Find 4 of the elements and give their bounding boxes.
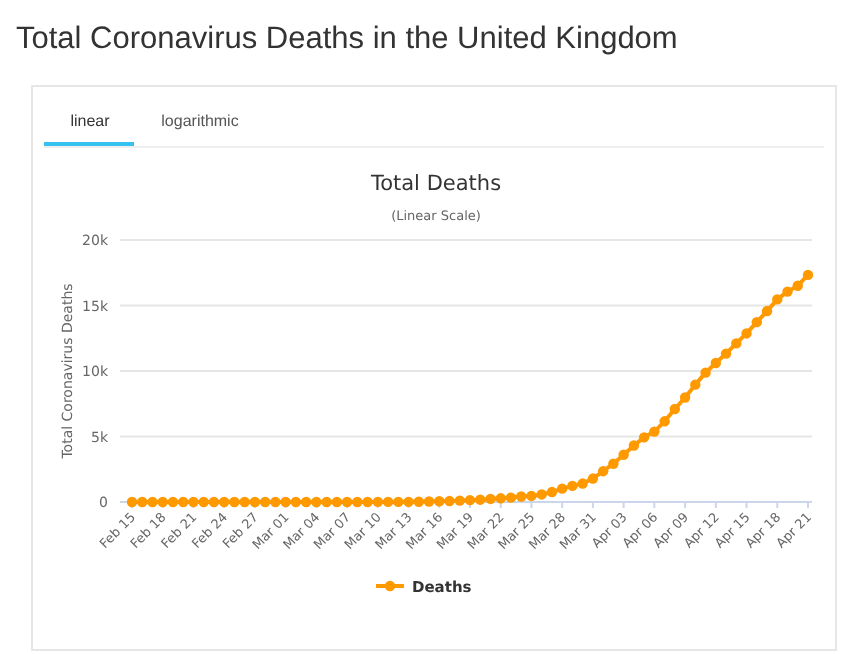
text: logarithmic: [161, 112, 239, 130]
text: Total Coronavirus Deaths in the United Kingdom: [16, 22, 678, 56]
chart-title: Total Deaths: [368, 172, 502, 196]
text: linear: [70, 112, 111, 130]
